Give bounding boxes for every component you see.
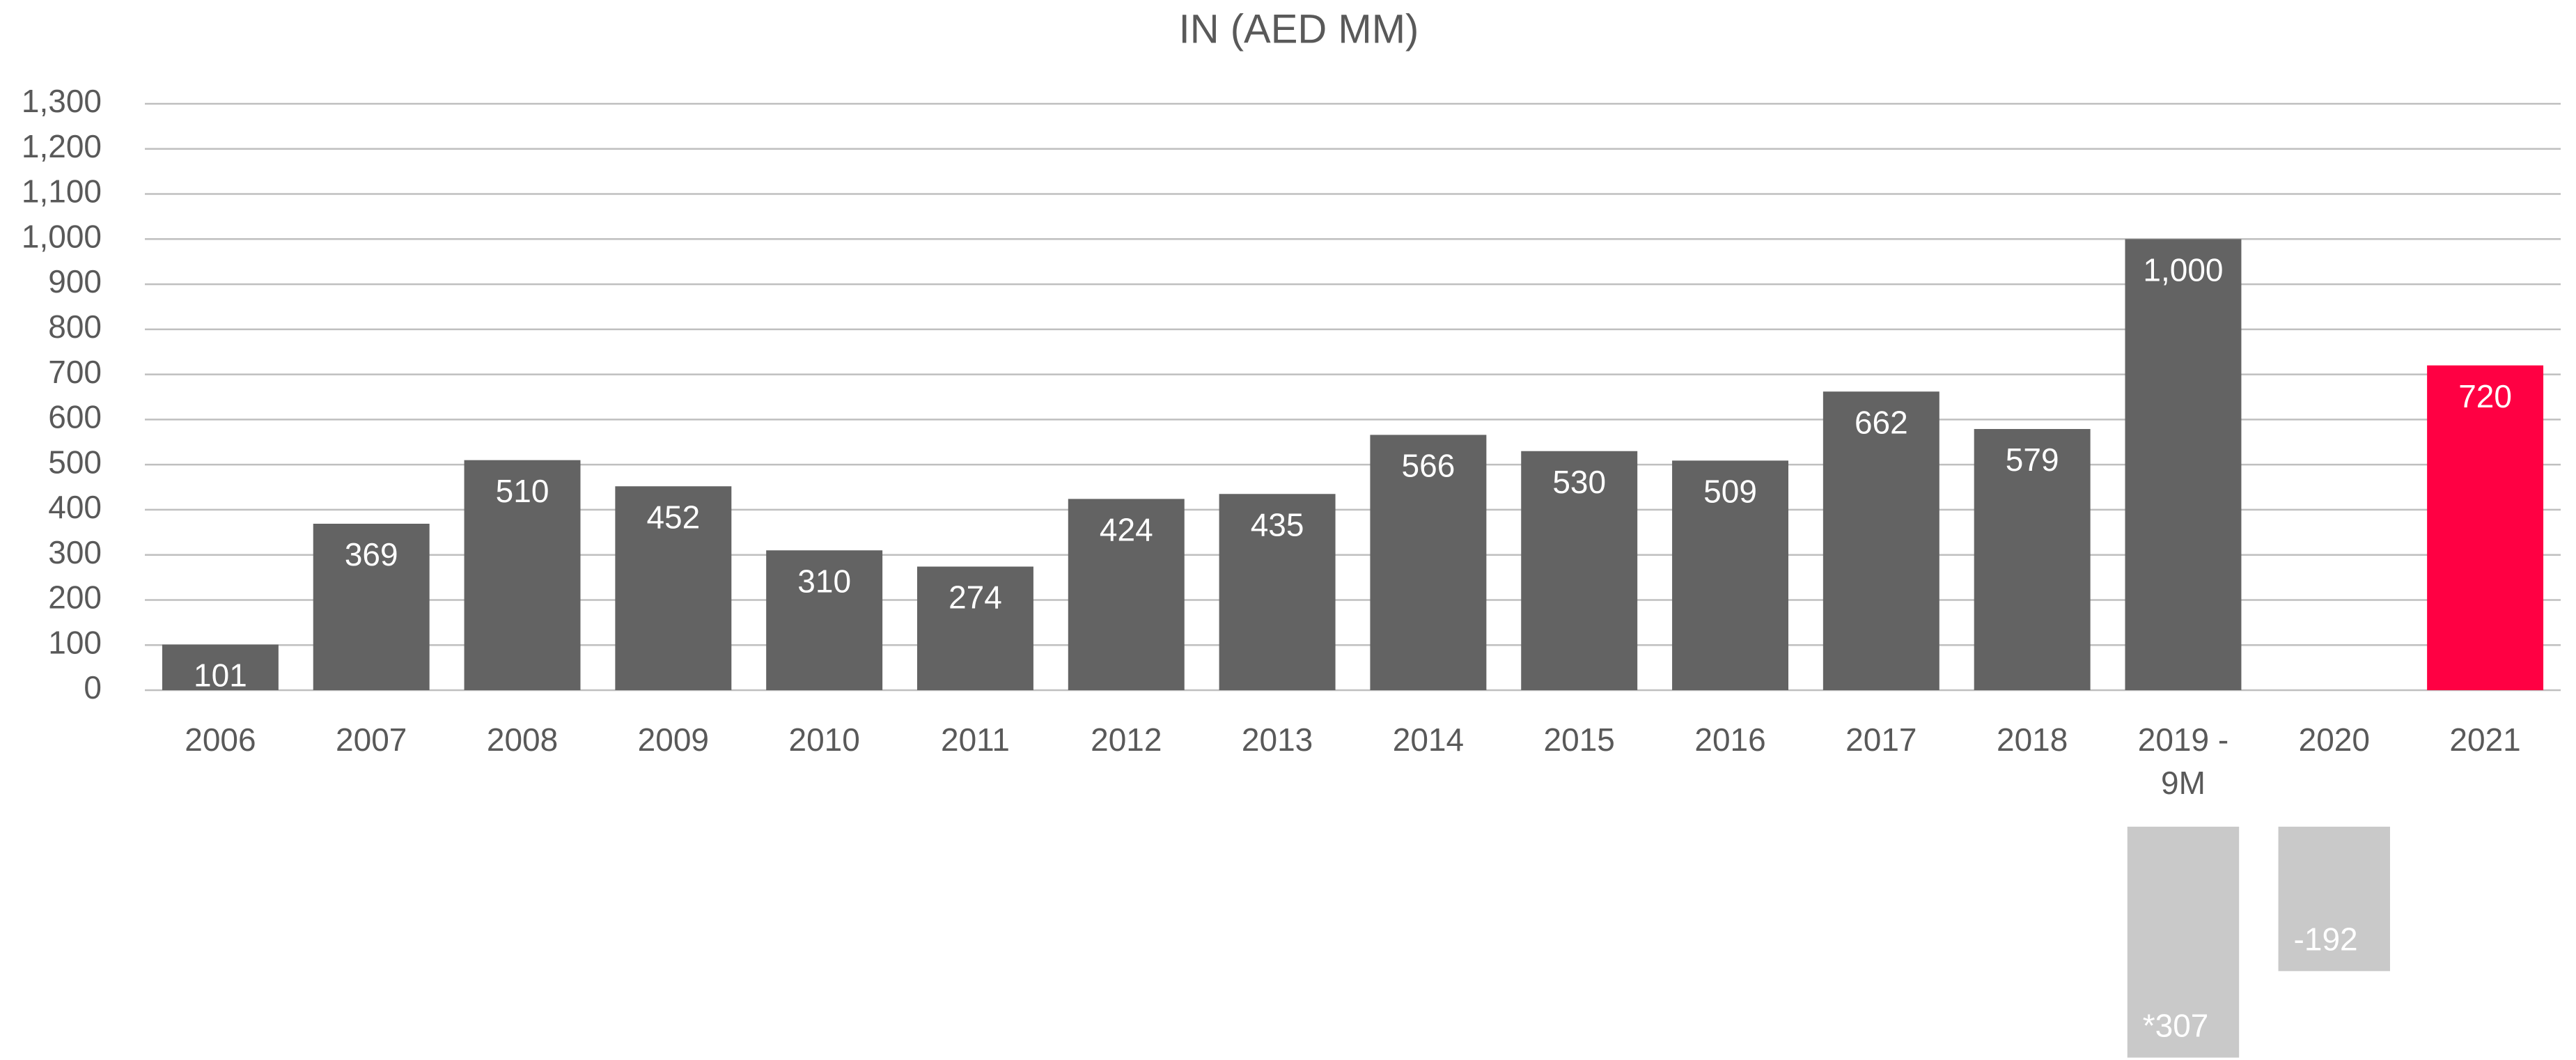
x-tick-label: 2011 xyxy=(941,722,1010,758)
x-tick-label: 2018 xyxy=(1996,722,2068,758)
bar xyxy=(464,460,581,690)
bar xyxy=(1219,494,1336,690)
data-label: 1,000 xyxy=(2143,251,2223,288)
chart-title: IN (AED MM) xyxy=(1179,6,1419,52)
x-tick-label: 2014 xyxy=(1392,722,1465,758)
bar xyxy=(162,644,279,690)
y-tick-label: 800 xyxy=(48,309,102,345)
secondary-bar xyxy=(2127,827,2240,1058)
x-tick-label: 2021 xyxy=(2449,722,2521,758)
data-label: 509 xyxy=(1703,473,1757,509)
bar xyxy=(1521,451,1638,690)
data-label: *307 xyxy=(2143,1008,2209,1044)
bar xyxy=(2427,365,2544,690)
y-tick-label: 0 xyxy=(84,669,102,706)
bar xyxy=(1974,428,2091,690)
bar xyxy=(615,486,732,690)
data-label: 424 xyxy=(1100,512,1153,548)
bar xyxy=(2125,239,2242,690)
y-tick-label: 300 xyxy=(48,534,102,570)
data-label: 579 xyxy=(2006,442,2059,478)
data-label: 369 xyxy=(345,536,398,572)
y-tick-label: 1,300 xyxy=(22,83,102,119)
bar xyxy=(916,566,1033,690)
bar xyxy=(313,524,430,690)
y-tick-label: 1,200 xyxy=(22,128,102,164)
x-tick-label: 2017 xyxy=(1845,722,1917,758)
data-label: 274 xyxy=(949,579,1002,616)
data-label: -192 xyxy=(2294,921,2358,958)
data-label: 310 xyxy=(797,563,851,599)
x-tick-label: 2008 xyxy=(486,722,559,758)
x-tick-label: 2015 xyxy=(1543,722,1615,758)
data-label: 510 xyxy=(496,473,549,509)
bar xyxy=(1672,460,1789,690)
y-tick-label: 100 xyxy=(48,624,102,660)
data-label: 452 xyxy=(646,499,700,535)
data-label: 101 xyxy=(194,657,247,694)
y-tick-label: 900 xyxy=(48,263,102,299)
bar xyxy=(1068,499,1185,690)
x-tick-label: 2013 xyxy=(1241,722,1313,758)
data-label: 435 xyxy=(1251,506,1304,543)
x-tick-label: 2012 xyxy=(1091,722,1162,758)
x-tick-label: 2020 xyxy=(2298,722,2370,758)
x-tick-label: 2006 xyxy=(185,722,256,758)
secondary-bar xyxy=(2278,827,2391,972)
data-label: 530 xyxy=(1552,464,1606,500)
bar xyxy=(1370,435,1487,690)
x-tick-label: 2016 xyxy=(1694,722,1766,758)
y-tick-label: 1,100 xyxy=(22,173,102,210)
y-tick-label: 200 xyxy=(48,579,102,616)
y-tick-label: 500 xyxy=(48,444,102,480)
x-tick-label: 2010 xyxy=(788,722,860,758)
data-label: 720 xyxy=(2458,378,2512,414)
x-tick-label: 2009 xyxy=(637,722,710,758)
y-tick-label: 1,000 xyxy=(22,218,102,254)
y-tick-label: 400 xyxy=(48,489,102,525)
data-label: 662 xyxy=(1855,404,1908,440)
y-tick-label: 700 xyxy=(48,354,102,390)
x-tick-label: 2007 xyxy=(336,722,407,758)
data-label: 566 xyxy=(1402,448,1455,484)
bar xyxy=(1822,391,1939,690)
bar xyxy=(766,550,883,690)
y-tick-label: 600 xyxy=(48,399,102,435)
x-tick-label: 2019 - 9M xyxy=(2137,722,2229,801)
